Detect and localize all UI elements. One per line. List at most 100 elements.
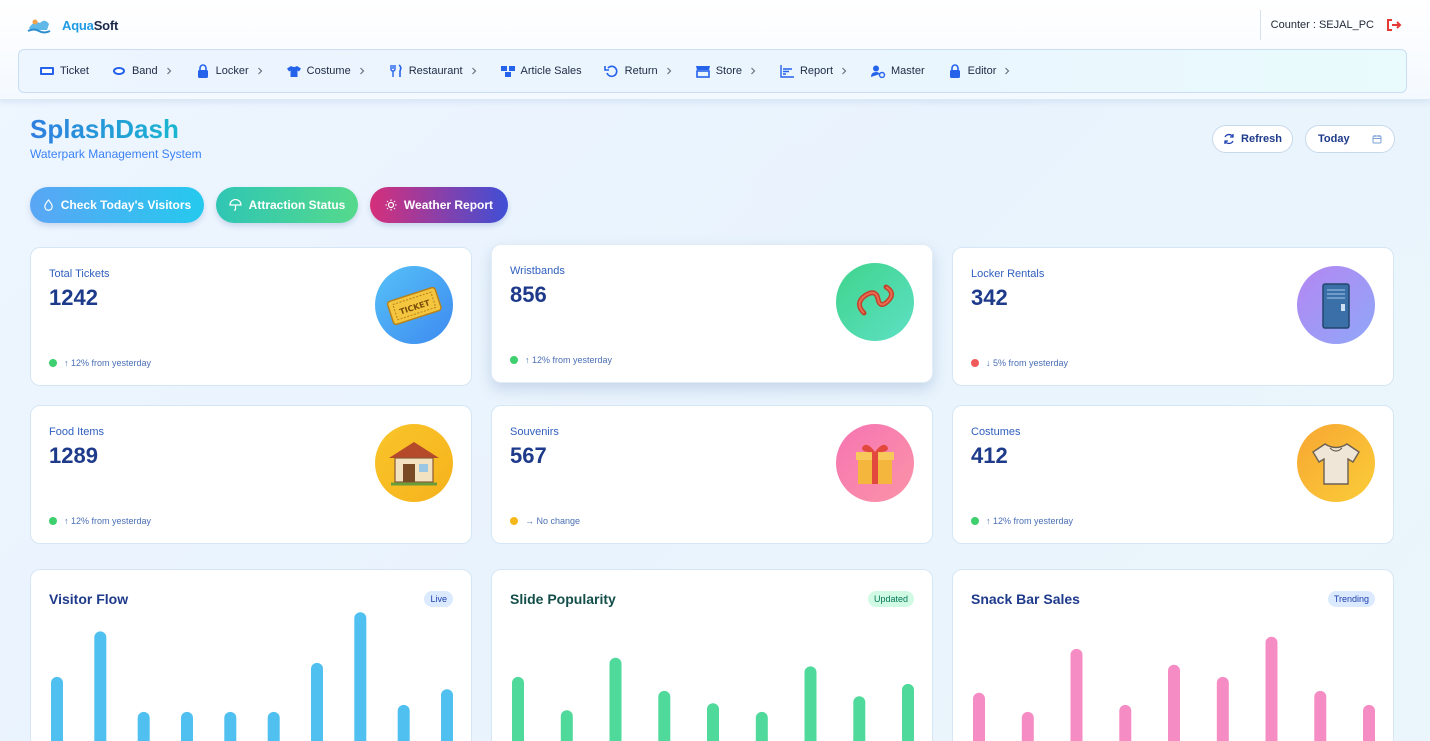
attraction-status-button[interactable]: Attraction Status <box>216 187 358 223</box>
nav-label: Report <box>799 65 834 77</box>
bar[interactable] <box>658 690 671 741</box>
bar[interactable] <box>1216 676 1229 741</box>
nav-item-report[interactable]: Report <box>779 64 848 78</box>
bar[interactable] <box>224 711 237 741</box>
bar-chart <box>51 612 453 741</box>
chevron-right-icon <box>1005 67 1010 75</box>
nav-item-store[interactable]: Store <box>695 64 757 78</box>
chart-card-visitor-flow: Visitor Flow Live <box>30 569 472 741</box>
trend-dot <box>510 517 518 525</box>
weather-report-button[interactable]: Weather Report <box>370 187 508 223</box>
bar[interactable] <box>137 711 150 741</box>
counter-label: Counter : SEJAL_PC <box>1270 19 1374 31</box>
calendar-icon <box>1372 135 1382 144</box>
nav-label: Store <box>715 65 742 77</box>
stat-card-wristbands[interactable]: Wristbands 856 ↑ 12% from yesterday <box>491 244 933 383</box>
nav-item-band[interactable]: Band <box>111 64 173 78</box>
stat-card-food-items[interactable]: Food Items 1289 ↑ 12% from yesterday <box>30 405 472 544</box>
band-icon <box>112 67 125 75</box>
stat-card-souvenirs[interactable]: Souvenirs 567 → No change <box>491 405 933 544</box>
chart-badge: Live <box>424 591 453 607</box>
nav-label: Return <box>624 65 658 77</box>
store-icon <box>695 66 710 78</box>
chart-title: Snack Bar Sales <box>971 591 1080 607</box>
stat-label: Wristbands <box>510 265 565 277</box>
nav-item-editor[interactable]: Editor <box>947 64 1012 78</box>
bar[interactable] <box>755 711 768 741</box>
bar[interactable] <box>560 710 573 741</box>
refresh-button[interactable]: Refresh <box>1212 125 1293 153</box>
chart-badge: Updated <box>867 591 914 607</box>
aqua-logo-icon <box>27 19 51 34</box>
bar[interactable] <box>1265 636 1278 741</box>
bar[interactable] <box>1070 648 1083 741</box>
stat-card-total-tickets[interactable]: Total Tickets 1242 ↑ 12% from yesterday TIC… <box>30 247 472 386</box>
ticket-icon <box>40 67 54 75</box>
page-subtitle: Waterpark Management System <box>30 147 202 161</box>
chevron-right-icon <box>842 67 847 75</box>
nav-item-ticket[interactable]: Ticket <box>39 64 89 78</box>
bar[interactable] <box>1021 711 1034 741</box>
chevron-right-icon <box>359 67 365 75</box>
bar[interactable] <box>853 696 866 741</box>
logout-icon[interactable] <box>1386 18 1402 32</box>
nav-label: Article Sales <box>520 65 582 77</box>
nav-item-restaurant[interactable]: Restaurant <box>388 64 478 78</box>
bar[interactable] <box>267 711 280 741</box>
trend-dot <box>49 517 57 525</box>
stat-card-locker-rentals[interactable]: Locker Rentals 342 ↓ 5% from yesterday <box>952 247 1394 386</box>
bar[interactable] <box>354 612 367 741</box>
nav-label: Editor <box>967 65 997 77</box>
check-visitors-button[interactable]: Check Today's Visitors <box>30 187 204 223</box>
trend-dot <box>971 359 979 367</box>
bar[interactable] <box>441 689 453 741</box>
trend-dot <box>510 356 518 364</box>
chart-title: Visitor Flow <box>49 591 129 607</box>
bar[interactable] <box>181 711 193 741</box>
stat-trend: ↑ 12% from yesterday <box>971 516 1073 526</box>
counter-info: Counter : SEJAL_PC <box>1259 10 1402 40</box>
date-range-select[interactable]: Today <box>1305 125 1395 153</box>
bar[interactable] <box>512 676 524 741</box>
brand-name: AquaSoft <box>62 17 119 33</box>
bar[interactable] <box>94 631 107 741</box>
brand[interactable]: AquaSoft <box>26 14 118 36</box>
stat-emblem <box>1297 424 1375 502</box>
nav-label: Restaurant <box>408 65 463 77</box>
nav-item-return[interactable]: Return <box>603 64 673 78</box>
nav-item-master[interactable]: Master <box>870 64 925 78</box>
nav-label: Costume <box>306 65 351 77</box>
nav-item-locker[interactable]: Locker <box>195 64 264 78</box>
bar[interactable] <box>804 666 817 741</box>
weather-report-label: Weather Report <box>403 198 494 212</box>
shirt-icon <box>286 66 301 77</box>
bar[interactable] <box>609 657 622 741</box>
bar[interactable] <box>707 703 719 741</box>
bar[interactable] <box>397 704 410 741</box>
tshirt-icon <box>1312 443 1360 485</box>
ticket-icon: TICKET <box>386 286 442 326</box>
top-header: AquaSoft Counter : SEJAL_PC Ticket Band Lo… <box>0 0 1430 100</box>
boxes-icon <box>500 66 515 77</box>
trend-text: ↑ 12% from yesterday <box>525 355 613 365</box>
stat-emblem: TICKET <box>375 266 453 344</box>
user-gear-icon <box>871 65 886 78</box>
trend-dot <box>49 359 57 367</box>
bar[interactable] <box>51 676 63 741</box>
bar[interactable] <box>1314 690 1327 741</box>
bar[interactable] <box>311 662 323 741</box>
lock-icon <box>949 64 960 78</box>
bar[interactable] <box>1168 664 1180 741</box>
nav-label: Master <box>891 65 925 77</box>
sun-icon <box>385 199 397 211</box>
bar[interactable] <box>902 683 914 741</box>
bar[interactable] <box>1363 704 1375 741</box>
main-nav: Ticket Band Locker Costume Restaurant Article… <box>18 49 1407 93</box>
bar[interactable] <box>973 692 985 741</box>
stat-card-costumes[interactable]: Costumes 412 ↑ 12% from yesterday <box>952 405 1394 544</box>
bar[interactable] <box>1119 704 1132 741</box>
nav-item-costume[interactable]: Costume <box>286 64 366 78</box>
attraction-status-label: Attraction Status <box>248 198 346 212</box>
nav-item-article-sales[interactable]: Article Sales <box>500 64 582 78</box>
date-value: Today <box>1318 133 1350 145</box>
